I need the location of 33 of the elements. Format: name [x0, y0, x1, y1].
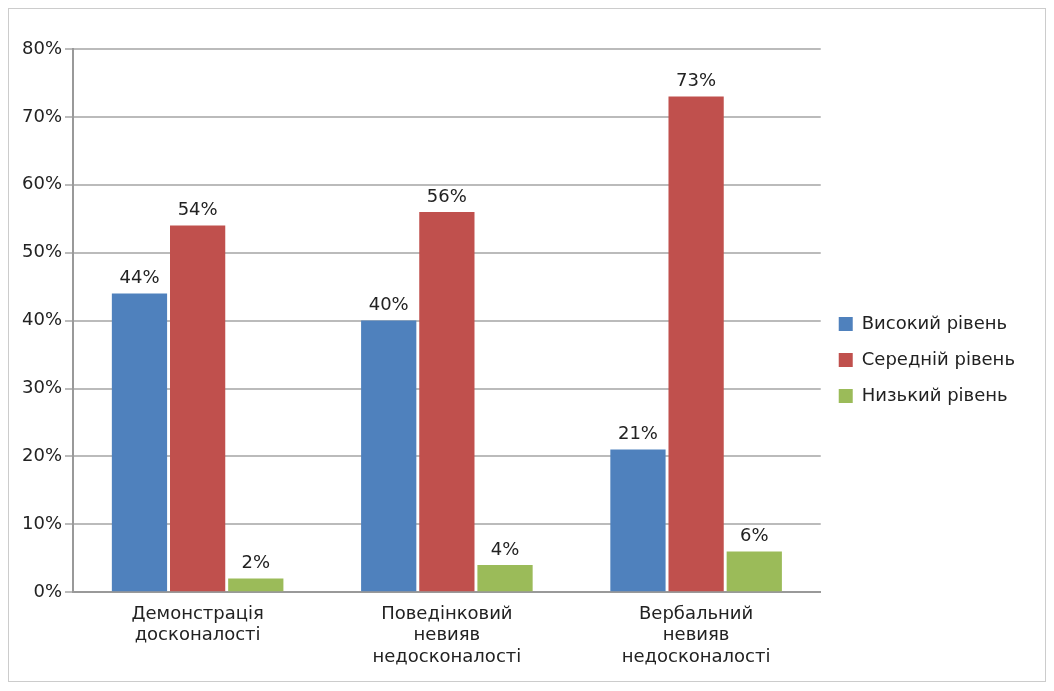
data-label: 21% [617, 422, 658, 444]
x-tick-label: Демонстрація досконалості [131, 601, 264, 645]
data-label: 6% [739, 524, 769, 546]
bar [610, 449, 666, 592]
data-label: 2% [241, 551, 271, 573]
bar [111, 293, 168, 592]
bar [228, 578, 284, 592]
data-label: 44% [119, 266, 160, 288]
legend-label: Низький рівень [861, 383, 1008, 405]
y-tick-label: 0% [33, 579, 63, 601]
legend-label: Високий рівень [861, 311, 1008, 333]
x-tick-label: Поведінковий невияв недосконалості [372, 601, 522, 666]
data-label: 4% [490, 537, 520, 559]
y-tick-label: 30% [21, 376, 63, 398]
y-tick-label: 60% [21, 172, 63, 194]
bar [477, 565, 533, 592]
legend-label: Середній рівень [861, 347, 1015, 369]
bar [419, 211, 475, 592]
y-tick-label: 40% [21, 308, 63, 330]
y-tick-label: 10% [21, 511, 63, 533]
bar [170, 225, 226, 592]
data-label: 73% [676, 69, 717, 91]
data-label: 54% [177, 198, 218, 220]
data-label: 56% [426, 184, 467, 206]
bar [726, 551, 782, 592]
bar [668, 96, 724, 592]
y-tick-label: 50% [21, 240, 63, 262]
x-tick-label: Вербальний невияв недосконалості [621, 601, 771, 666]
y-tick-label: 70% [21, 104, 63, 126]
data-label: 40% [368, 293, 409, 315]
y-tick-label: 80% [21, 36, 63, 58]
y-tick-label: 20% [21, 444, 63, 466]
bar [361, 320, 417, 592]
